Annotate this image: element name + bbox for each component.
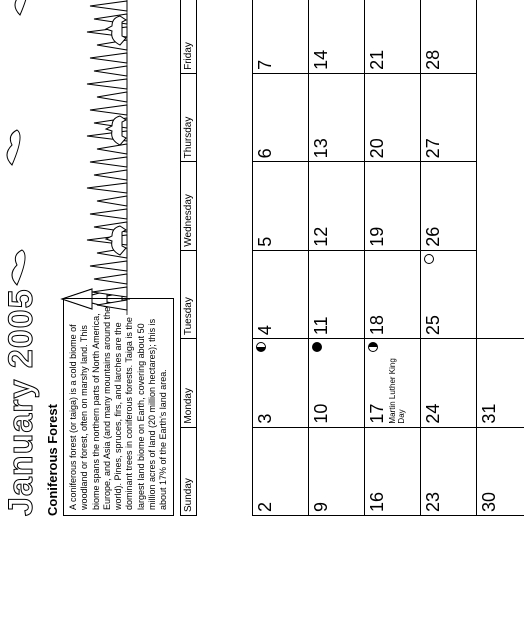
weekday-header: Friday — [181, 0, 197, 73]
day-number: 10 — [311, 404, 331, 424]
calendar-cell: 4 — [253, 250, 309, 338]
calendar-row: 23242526272829 — [421, 0, 477, 516]
day-number: 4 — [255, 325, 275, 335]
day-number: 5 — [255, 237, 275, 247]
calendar-cell: 28 — [421, 0, 477, 73]
calendar-cell: 2 — [253, 427, 309, 515]
calendar-cell — [197, 427, 253, 515]
calendar-cell: 26 — [421, 162, 477, 250]
day-event: Martin Luther King Day — [389, 342, 407, 423]
calendar-cell: 14 — [309, 0, 365, 73]
day-number: 3 — [255, 414, 275, 424]
calendar-row: 1New Year's Day — [197, 0, 253, 516]
calendar-page: January 2005 — [0, 0, 524, 524]
calendar-cell — [477, 162, 524, 250]
calendar-cell — [197, 250, 253, 338]
calendar-cell — [197, 73, 253, 161]
calendar-cell — [197, 339, 253, 427]
calendar-cell: 3 — [253, 339, 309, 427]
calendar-cell: 25 — [421, 250, 477, 338]
calendar-cell: 20 — [365, 73, 421, 161]
calendar-cell: 12 — [309, 162, 365, 250]
calendar-row: 30 31 — [477, 0, 524, 516]
moon-icon — [312, 342, 322, 352]
calendar-cell: 9 — [309, 427, 365, 515]
info-body: A coniferous forest (or taiga) is a cold… — [63, 298, 174, 516]
day-number: 9 — [311, 502, 331, 512]
calendar-cell: 27 — [421, 73, 477, 161]
calendar-cell: 30 — [477, 427, 524, 515]
calendar-cell: 13 — [309, 73, 365, 161]
moon-icon — [256, 342, 266, 352]
calendar-grid: Sunday Monday Tuesday Wednesday Thursday… — [180, 0, 524, 516]
day-number: 13 — [311, 138, 331, 158]
weekday-header: Monday — [181, 339, 197, 427]
day-number: 2 — [255, 502, 275, 512]
day-number: 19 — [367, 227, 387, 247]
weekday-header: Sunday — [181, 427, 197, 515]
calendar-cell — [477, 250, 524, 338]
calendar-row: 1617Martin Luther King Day1819202122 — [365, 0, 421, 516]
calendar-cell: 10 — [309, 339, 365, 427]
calendar-cell — [477, 73, 524, 161]
day-number: 26 — [423, 227, 443, 247]
weekday-header: Thursday — [181, 73, 197, 161]
day-number: 25 — [423, 315, 443, 335]
day-number: 16 — [367, 492, 387, 512]
calendar-cell — [197, 0, 253, 73]
forest-illustration — [2, 0, 130, 315]
day-number: 23 — [423, 492, 443, 512]
day-number: 18 — [367, 315, 387, 335]
calendar-cell: 21 — [365, 0, 421, 73]
weekday-header: Wednesday — [181, 162, 197, 250]
calendar-cell: 24 — [421, 339, 477, 427]
calendar-cell: 19 — [365, 162, 421, 250]
day-number: 28 — [423, 50, 443, 70]
day-number: 14 — [311, 50, 331, 70]
calendar-cell: 7 — [253, 0, 309, 73]
calendar-cell: 18 — [365, 250, 421, 338]
calendar-cell — [477, 0, 524, 73]
calendar-cell: 31 — [477, 339, 524, 427]
calendar-row: 9101112131415 — [309, 0, 365, 516]
day-number: 30 — [479, 492, 499, 512]
day-number: 12 — [311, 227, 331, 247]
weekday-header-row: Sunday Monday Tuesday Wednesday Thursday… — [181, 0, 197, 516]
info-heading: Coniferous Forest — [45, 298, 60, 516]
calendar-row: 2345678 — [253, 0, 309, 516]
calendar-cell: 17Martin Luther King Day — [365, 339, 421, 427]
calendar-cell: 5 — [253, 162, 309, 250]
calendar-cell: 16 — [365, 427, 421, 515]
day-number: 27 — [423, 138, 443, 158]
calendar-cell — [197, 162, 253, 250]
day-number: 7 — [255, 60, 275, 70]
day-number: 11 — [311, 316, 331, 335]
day-number: 17 — [367, 404, 387, 424]
info-box: Coniferous Forest A coniferous forest (o… — [45, 298, 174, 516]
moon-icon — [424, 254, 434, 264]
calendar-cell: 11 — [309, 250, 365, 338]
day-number: 6 — [255, 148, 275, 158]
day-number: 24 — [423, 404, 443, 424]
day-number: 31 — [479, 404, 499, 424]
day-number: 21 — [367, 50, 387, 70]
weekday-header: Tuesday — [181, 250, 197, 338]
day-number: 20 — [367, 138, 387, 158]
calendar-cell: 6 — [253, 73, 309, 161]
calendar-cell: 23 — [421, 427, 477, 515]
moon-icon — [368, 342, 378, 352]
